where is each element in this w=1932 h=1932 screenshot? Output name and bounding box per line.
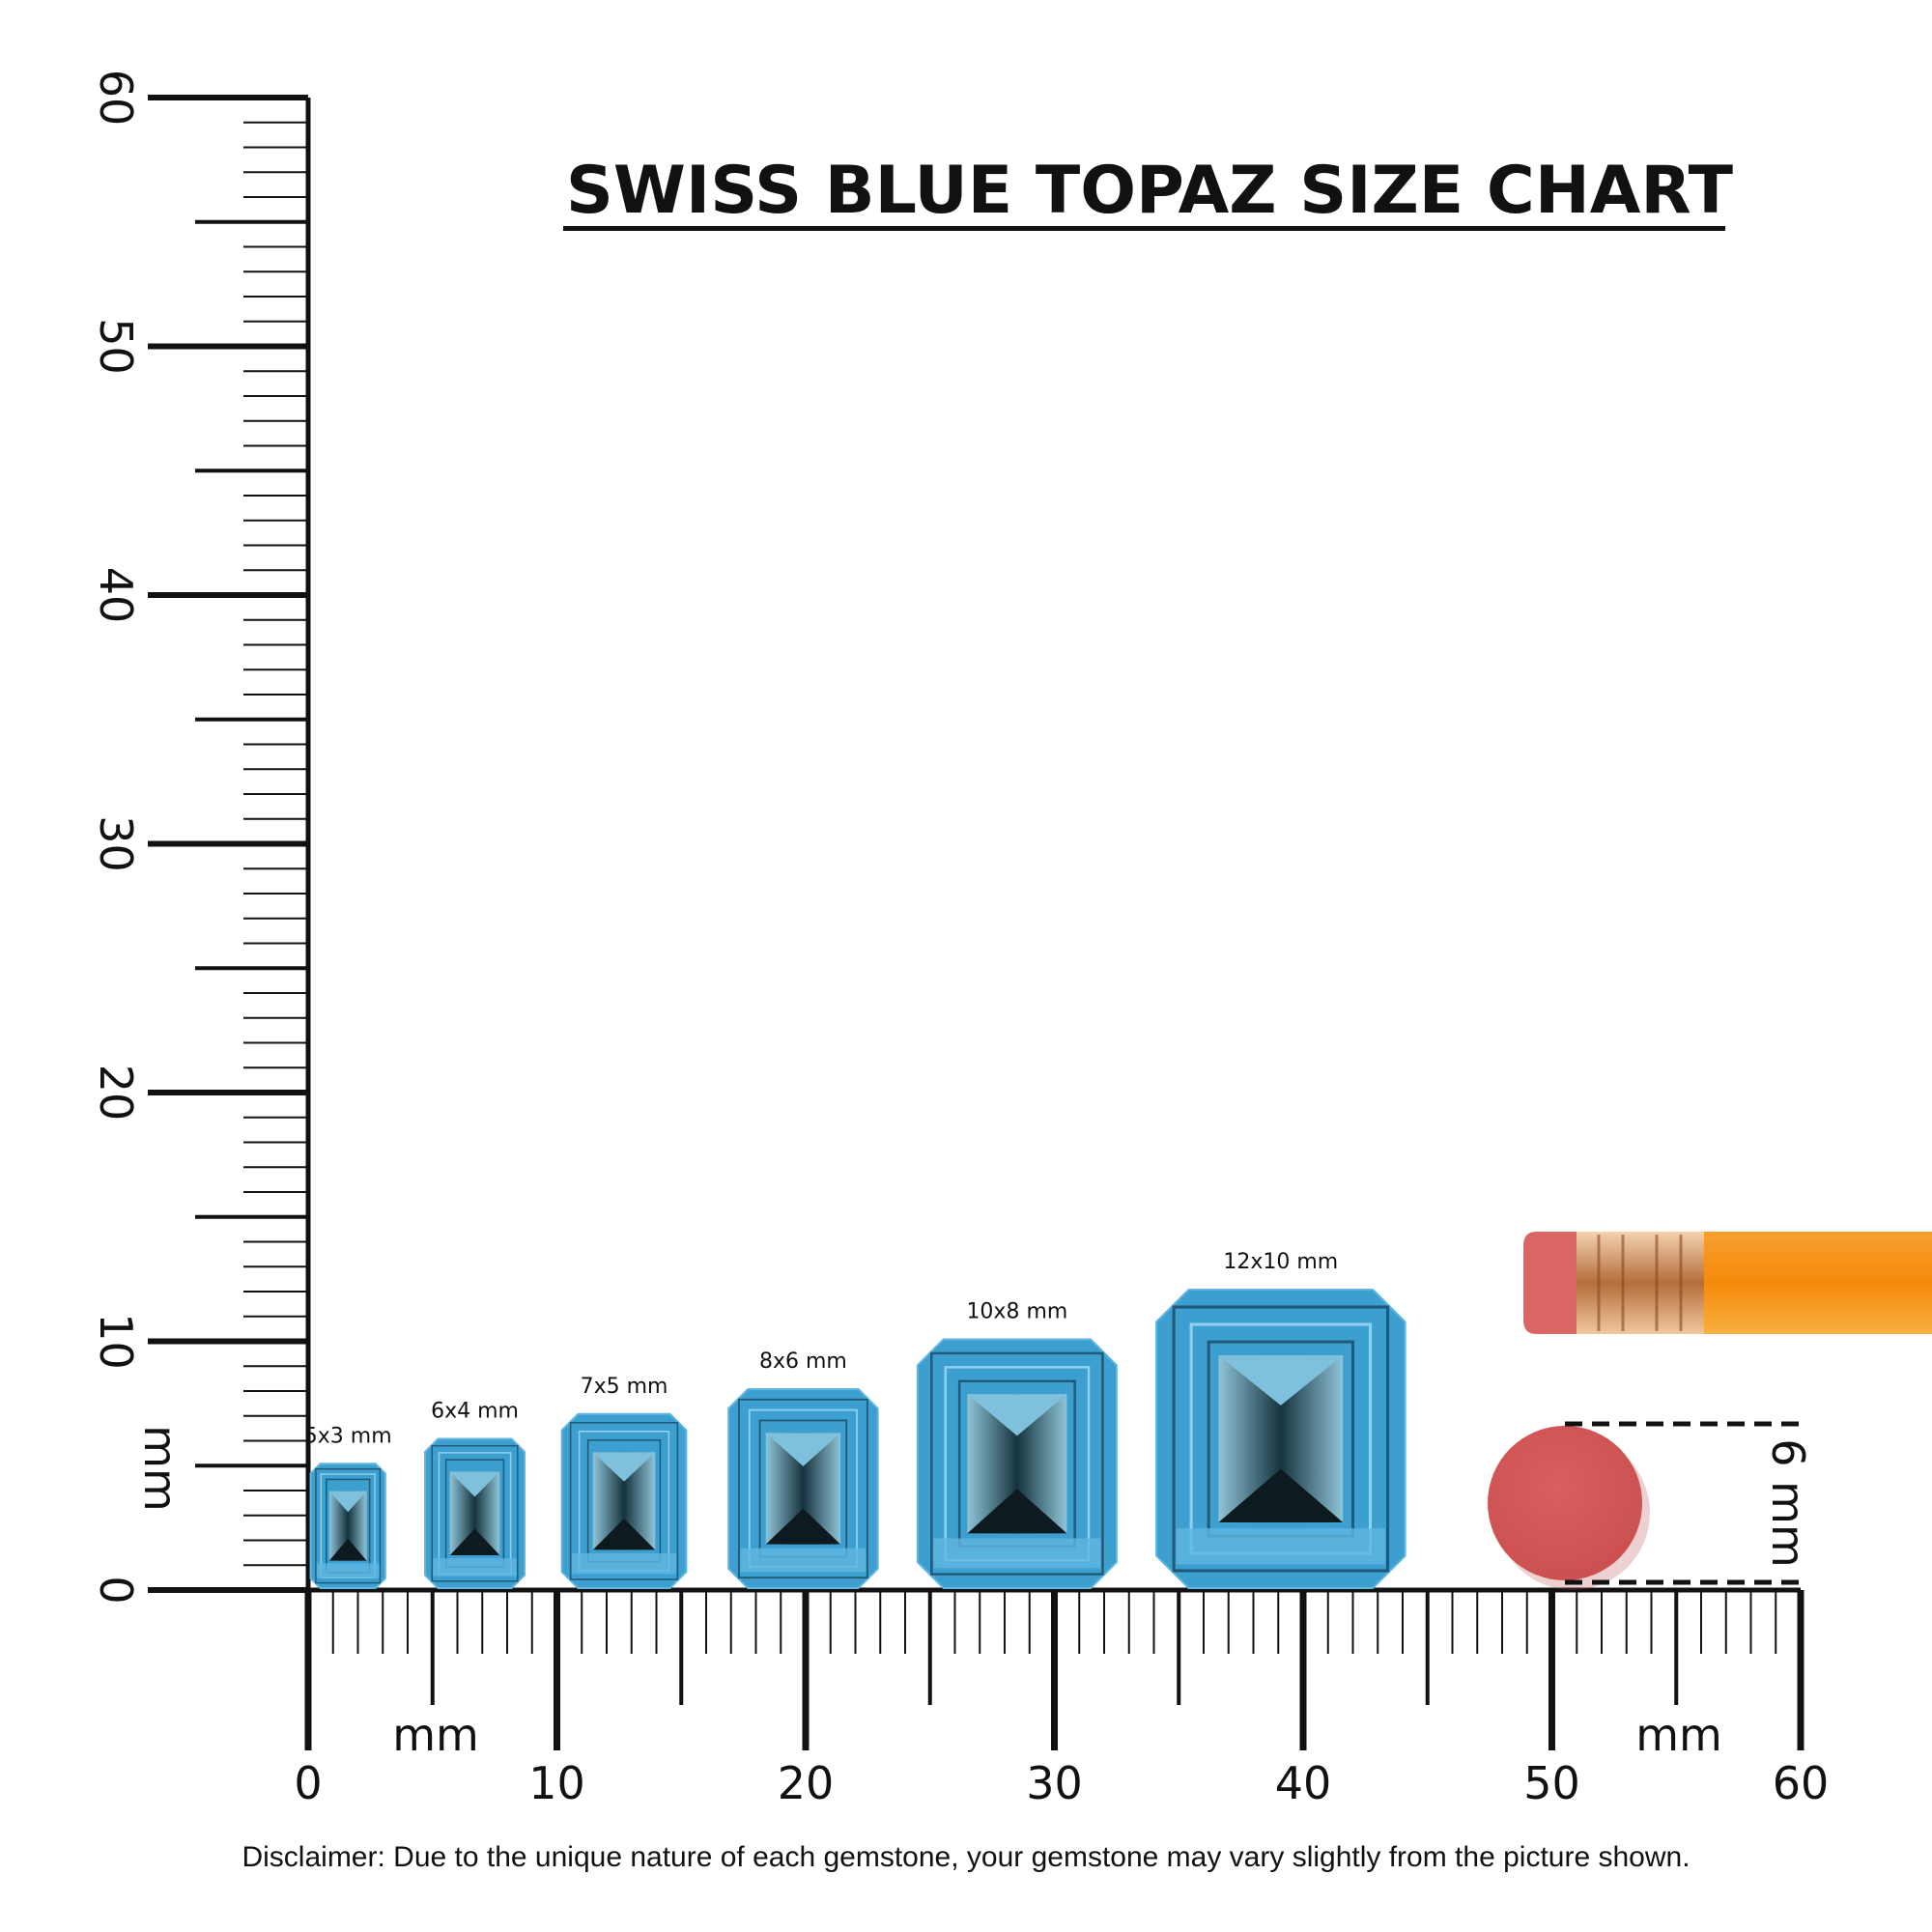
gem-size-label: 6x4 mm bbox=[431, 1400, 519, 1424]
gem-facet-bottom bbox=[592, 1519, 656, 1550]
gem-facet-top bbox=[765, 1433, 841, 1466]
x-tick-label: 40 bbox=[1275, 1757, 1332, 1809]
eraser-circle bbox=[1488, 1426, 1642, 1580]
gem-facet-bottom bbox=[449, 1528, 500, 1556]
y-unit-label: mm bbox=[134, 1425, 186, 1512]
y-tick-label: 10 bbox=[90, 1313, 142, 1370]
title-underline bbox=[563, 226, 1725, 231]
y-tick-label: 0 bbox=[90, 1576, 142, 1604]
x-tick-label: 60 bbox=[1773, 1757, 1830, 1809]
gem-facet-bottom bbox=[328, 1538, 367, 1561]
x-tick-label: 50 bbox=[1523, 1757, 1580, 1809]
gem-5x3mm: 5x3 mm bbox=[304, 1424, 392, 1589]
eraser-size-label: 6 mm bbox=[1762, 1438, 1814, 1568]
gem-facet-top bbox=[967, 1394, 1067, 1436]
gem-facet-bottom bbox=[765, 1508, 841, 1545]
gem-8x6mm: 8x6 mm bbox=[727, 1350, 879, 1589]
chart-title: SWISS BLUE TOPAZ SIZE CHART bbox=[566, 153, 1734, 229]
gem-size-label: 10x8 mm bbox=[966, 1300, 1067, 1324]
y-tick-label: 60 bbox=[90, 70, 142, 127]
pencil-eraser bbox=[1523, 1232, 1577, 1334]
x-unit-label: mm bbox=[392, 1709, 479, 1761]
gem-10x8mm: 10x8 mm bbox=[916, 1300, 1118, 1589]
y-tick-label: 20 bbox=[90, 1065, 142, 1122]
x-tick-label: 20 bbox=[778, 1757, 835, 1809]
x-tick-label: 0 bbox=[294, 1757, 322, 1809]
gem-facet-top bbox=[449, 1471, 500, 1497]
gem-step-facet bbox=[738, 1398, 868, 1579]
eraser-reference: 6 mm bbox=[1488, 1421, 1814, 1590]
x-unit-label: mm bbox=[1635, 1709, 1722, 1761]
y-tick-label: 30 bbox=[90, 815, 142, 872]
gem-6x4mm: 6x4 mm bbox=[424, 1400, 526, 1589]
gem-lower-facet bbox=[933, 1538, 1101, 1569]
gem-step-facet bbox=[569, 1421, 679, 1580]
x-tick-label: 10 bbox=[528, 1757, 585, 1809]
gem-step-facet bbox=[930, 1351, 1104, 1576]
gem-facet-top bbox=[328, 1491, 367, 1513]
gem-step-facet bbox=[315, 1467, 382, 1584]
gem-facet-top bbox=[1218, 1354, 1344, 1406]
gem-facet-bottom bbox=[1218, 1468, 1344, 1523]
pencil-body bbox=[1702, 1232, 1932, 1334]
gem-lower-facet bbox=[571, 1552, 677, 1575]
gem-facet-bottom bbox=[967, 1489, 1067, 1534]
y-tick-label: 50 bbox=[90, 318, 142, 375]
gem-lower-facet bbox=[433, 1558, 517, 1577]
x-tick-label: 30 bbox=[1026, 1757, 1083, 1809]
gem-size-label: 5x3 mm bbox=[304, 1424, 392, 1448]
gem-size-label: 7x5 mm bbox=[581, 1375, 668, 1399]
gem-step-facet bbox=[1172, 1305, 1390, 1573]
gem-lower-facet bbox=[740, 1548, 867, 1573]
pencil-illustration bbox=[1523, 1232, 1932, 1334]
gem-lower-facet bbox=[316, 1563, 380, 1578]
gem-step-facet bbox=[431, 1444, 519, 1582]
gem-7x5mm: 7x5 mm bbox=[560, 1375, 688, 1589]
gem-lower-facet bbox=[1176, 1528, 1385, 1565]
y-tick-label: 40 bbox=[90, 567, 142, 624]
pencil-ferrule bbox=[1577, 1232, 1704, 1334]
disclaimer: Disclaimer: Due to the unique nature of … bbox=[242, 1841, 1690, 1873]
gem-size-label: 8x6 mm bbox=[759, 1350, 847, 1374]
gem-facet-top bbox=[592, 1452, 656, 1482]
gem-size-label: 12x10 mm bbox=[1223, 1250, 1338, 1274]
gem-12x10mm: 12x10 mm bbox=[1155, 1250, 1406, 1589]
